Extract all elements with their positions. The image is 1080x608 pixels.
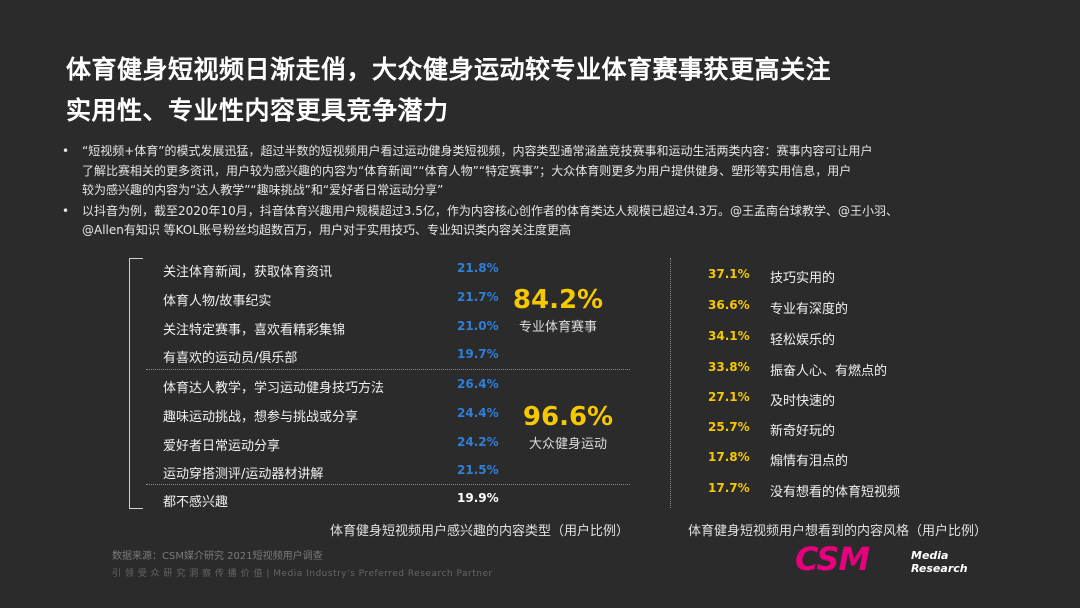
content-type-row: 爱好者日常运动分享 24.2% <box>163 431 499 457</box>
group-divider <box>146 484 630 485</box>
bullet-dot: • <box>62 144 70 158</box>
bracket-bottom <box>129 508 143 509</box>
bullet-list: • “短视频+体育”的模式发展迅猛，超过半数的短视频用户看过运动健身类短视频，内… <box>62 142 1012 241</box>
content-style-value: 37.1% <box>708 267 750 281</box>
content-type-value: 26.4% <box>457 377 499 391</box>
bracket-top <box>129 258 143 259</box>
content-type-label: 关注体育新闻，获取体育资讯 <box>163 265 333 280</box>
group-divider <box>146 369 630 370</box>
content-type-label: 都不感兴趣 <box>163 495 229 510</box>
content-type-row: 都不感兴趣 19.9% <box>163 487 499 513</box>
bullet-line: @Allen有知识 等KOL账号粉丝均超数百万，用户对于实用技巧、专业知识类内容… <box>82 223 572 237</box>
content-style-label: 技巧实用的 <box>770 271 836 286</box>
content-type-value: 21.5% <box>457 463 499 477</box>
pro-total-label: 专业体育赛事 <box>518 320 597 335</box>
content-type-value: 19.7% <box>457 347 499 361</box>
content-type-label: 爱好者日常运动分享 <box>163 439 281 454</box>
content-style-value: 36.6% <box>708 298 750 312</box>
content-type-row: 关注特定赛事，喜欢看精彩集锦 21.0% <box>163 315 499 341</box>
footer-slogan: 引 领 受 众 研 究 洞 察 传 播 价 值 | Media Industry… <box>112 569 493 579</box>
content-type-value: 24.2% <box>457 435 499 449</box>
content-style-row: 33.8% 振奋人心、有燃点的 <box>700 356 1000 380</box>
content-type-row: 运动穿搭测评/运动器材讲解 21.5% <box>163 459 499 485</box>
mass-total-value: 96.6% <box>522 402 614 432</box>
content-type-value: 21.8% <box>457 261 499 275</box>
content-type-label: 关注特定赛事，喜欢看精彩集锦 <box>163 323 346 338</box>
content-type-row: 体育人物/故事纪实 21.7% <box>163 286 499 312</box>
content-style-label: 煽情有泪点的 <box>770 454 849 469</box>
mass-summary: 96.6% 大众健身运动 <box>498 402 638 452</box>
content-type-value: 21.7% <box>457 290 499 304</box>
content-type-label: 体育达人教学，学习运动健身技巧方法 <box>163 381 385 396</box>
page-title: 体育健身短视频日渐走俏，大众健身运动较专业体育赛事获更高关注 <box>66 55 832 84</box>
content-type-row: 趣味运动挑战，想参与挑战或分享 24.4% <box>163 402 499 428</box>
bullet-line: 较为感兴趣的内容为“达人教学”“趣味挑战”和“爱好者日常运动分享” <box>82 183 444 197</box>
left-panel-caption: 体育健身短视频用户感兴趣的内容类型（用户比例） <box>330 524 630 539</box>
content-type-row: 体育达人教学，学习运动健身技巧方法 26.4% <box>163 373 499 399</box>
logo-wordmark: CSM <box>795 540 870 578</box>
logo-sub-line: Research <box>911 562 968 575</box>
content-style-row: 36.6% 专业有深度的 <box>700 294 1000 318</box>
content-type-value: 24.4% <box>457 406 499 420</box>
bullet-line: 以抖音为例，截至2020年10月，抖音体育兴趣用户规模超过3.5亿，作为内容核心… <box>82 203 898 218</box>
content-style-row: 17.8% 煽情有泪点的 <box>700 446 1000 470</box>
page-subtitle: 实用性、专业性内容更具竞争潜力 <box>66 96 449 125</box>
content-style-row: 37.1% 技巧实用的 <box>700 263 1000 287</box>
content-style-label: 轻松娱乐的 <box>770 333 836 348</box>
pro-total-value: 84.2% <box>512 285 604 315</box>
content-type-label: 运动穿搭测评/运动器材讲解 <box>163 467 324 482</box>
content-style-value: 17.7% <box>708 481 750 495</box>
bullet-line: 了解比赛相关的更多资讯，用户较为感兴趣的内容为“体育新闻”“体育人物”“特定赛事… <box>82 163 852 178</box>
content-style-value: 33.8% <box>708 360 750 374</box>
right-panel-caption: 体育健身短视频用户想看到的内容风格（用户比例） <box>688 524 988 539</box>
content-type-label: 趣味运动挑战，想参与挑战或分享 <box>163 410 359 425</box>
content-style-row: 27.1% 及时快速的 <box>700 386 1000 410</box>
content-style-row: 25.7% 新奇好玩的 <box>700 416 1000 440</box>
content-style-value: 25.7% <box>708 420 750 434</box>
data-source: 数据来源：CSM媒介研究 2021短视频用户调查 <box>112 551 323 562</box>
content-type-value: 21.0% <box>457 319 499 333</box>
bullet-line: “短视频+体育”的模式发展迅猛，超过半数的短视频用户看过运动健身类短视频，内容类… <box>82 144 873 158</box>
content-type-value: 19.9% <box>457 491 499 505</box>
content-style-label: 专业有深度的 <box>770 302 849 317</box>
content-style-value: 27.1% <box>708 390 750 404</box>
bullet-dot: • <box>62 203 70 218</box>
bullet-item: • 以抖音为例，截至2020年10月，抖音体育兴趣用户规模超过3.5亿，作为内容… <box>62 202 1012 241</box>
content-style-label: 没有想看的体育短视频 <box>770 485 901 500</box>
bracket-side <box>129 258 130 508</box>
content-style-value: 17.8% <box>708 450 750 464</box>
content-style-label: 振奋人心、有燃点的 <box>770 364 888 379</box>
bullet-item: • “短视频+体育”的模式发展迅猛，超过半数的短视频用户看过运动健身类短视频，内… <box>62 142 1012 201</box>
content-type-row: 有喜欢的运动员/俱乐部 19.7% <box>163 343 499 369</box>
logo-subtitle: Media Research <box>911 549 968 575</box>
content-style-row: 17.7% 没有想看的体育短视频 <box>700 477 1000 501</box>
logo-sub-line: Media <box>911 549 949 562</box>
content-type-label: 有喜欢的运动员/俱乐部 <box>163 351 298 366</box>
content-style-row: 34.1% 轻松娱乐的 <box>700 325 1000 349</box>
pro-summary: 84.2% 专业体育赛事 <box>488 285 628 335</box>
content-style-value: 34.1% <box>708 329 750 343</box>
panel-divider <box>670 258 671 508</box>
content-style-label: 新奇好玩的 <box>770 424 836 439</box>
mass-total-label: 大众健身运动 <box>528 437 607 452</box>
content-type-row: 关注体育新闻，获取体育资讯 21.8% <box>163 257 499 283</box>
content-style-label: 及时快速的 <box>770 394 836 409</box>
content-type-label: 体育人物/故事纪实 <box>163 294 272 309</box>
csm-logo: CSM Media Research <box>795 540 985 580</box>
